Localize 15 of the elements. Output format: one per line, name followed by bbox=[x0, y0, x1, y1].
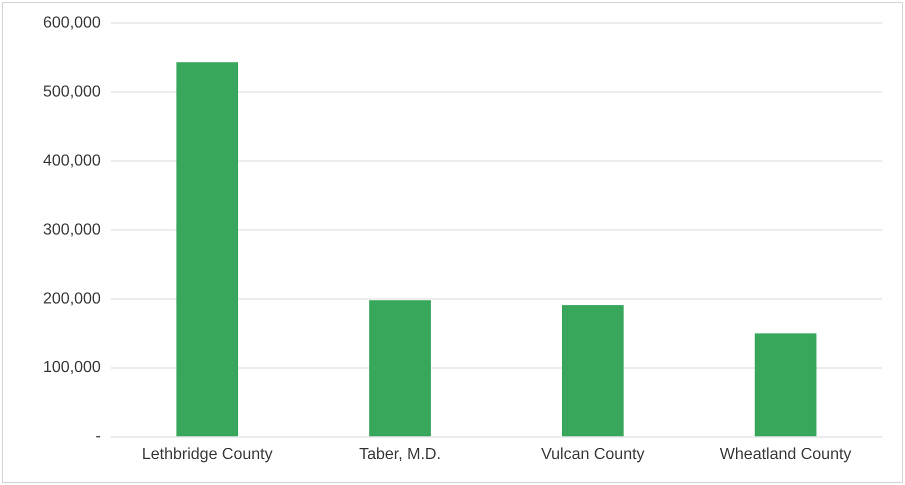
x-tick-label: Wheatland County bbox=[720, 446, 852, 463]
bar bbox=[754, 333, 816, 436]
x-tick-label: Vulcan County bbox=[541, 446, 645, 463]
y-tick-label: 200,000 bbox=[42, 290, 101, 308]
x-tick-label: Lethbridge County bbox=[142, 446, 273, 463]
bar bbox=[562, 305, 624, 436]
y-tick-label: 100,000 bbox=[42, 359, 101, 376]
x-tick-label: Taber, M.D. bbox=[359, 446, 441, 463]
y-tick-label: 300,000 bbox=[42, 221, 101, 238]
y-tick-label: 600,000 bbox=[42, 14, 101, 32]
bar bbox=[369, 300, 431, 436]
y-tick-label: - bbox=[96, 428, 101, 446]
y-tick-label: 500,000 bbox=[42, 83, 101, 100]
bar bbox=[176, 62, 238, 436]
y-tick-label: 400,000 bbox=[42, 152, 101, 170]
